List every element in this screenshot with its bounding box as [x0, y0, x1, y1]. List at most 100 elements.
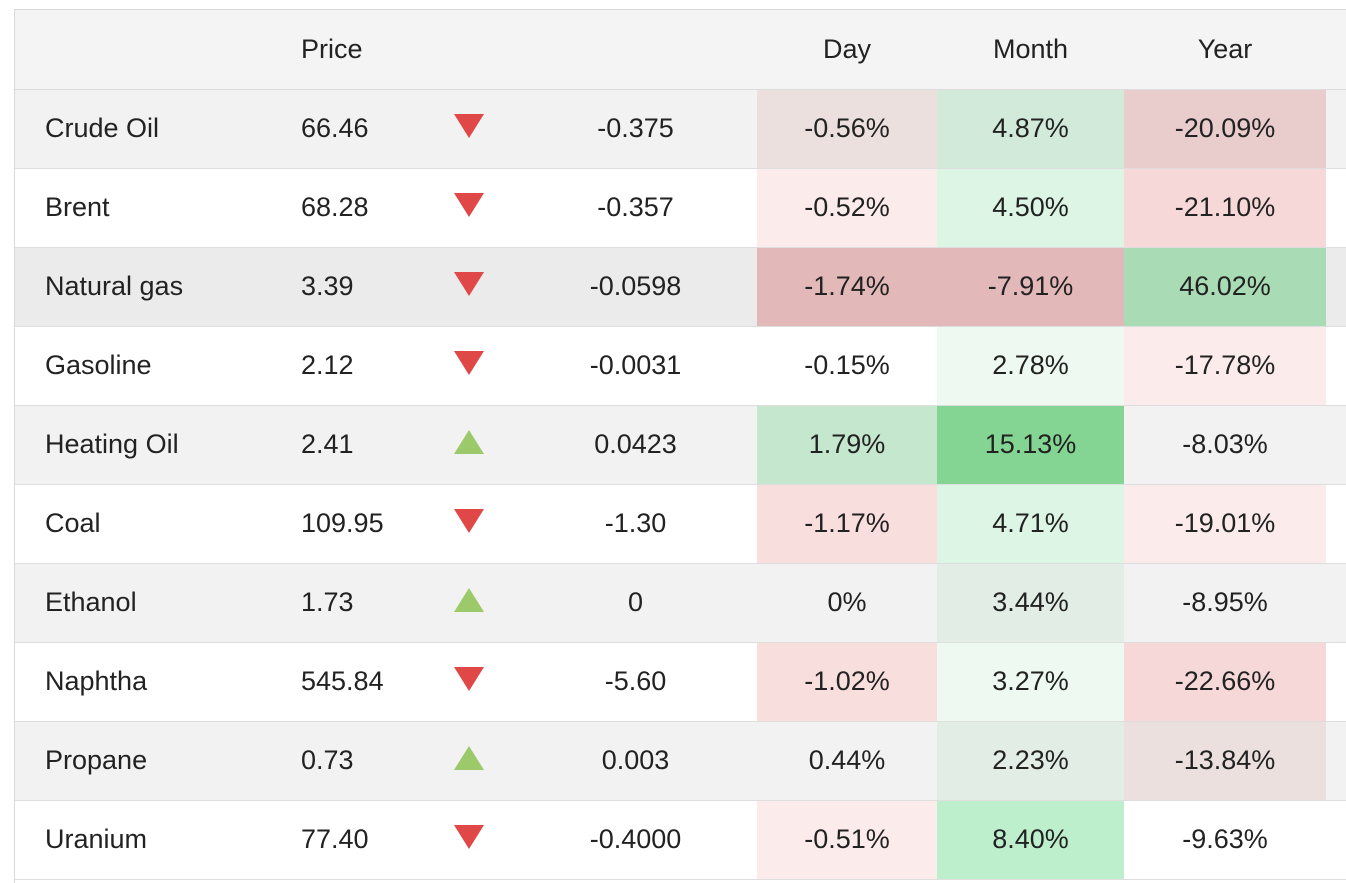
month-change-cell: 2.78%: [937, 326, 1124, 405]
change-cell: -0.0598: [589, 271, 682, 301]
header-change: [514, 10, 757, 90]
price-cell: 77.40: [301, 824, 369, 854]
row-spacer: [1326, 642, 1346, 721]
commodity-name-link[interactable]: Ethanol: [45, 587, 137, 617]
change-cell: 0: [627, 587, 644, 617]
day-change-cell: -0.56%: [757, 89, 937, 168]
triangle-down-icon: [454, 192, 484, 217]
table-header-row: Price Day Month Year: [15, 10, 1346, 90]
triangle-down-icon: [454, 824, 484, 849]
change-cell: 0.003: [601, 745, 670, 775]
year-change-cell: -22.66%: [1124, 642, 1326, 721]
year-change-cell: -13.84%: [1124, 721, 1326, 800]
triangle-down-icon: [454, 113, 484, 138]
day-change-cell: -1.02%: [757, 642, 937, 721]
commodity-name-link[interactable]: Propane: [45, 745, 148, 775]
day-change-cell: -1.74%: [757, 247, 937, 326]
table-row[interactable]: Natural gas 3.39 -0.0598 -1.74% -7.91% 46.02%: [15, 247, 1346, 326]
row-spacer: [1326, 721, 1346, 800]
month-change-cell: 4.50%: [937, 168, 1124, 247]
change-cell: -0.0031: [589, 350, 682, 380]
row-spacer: [1326, 168, 1346, 247]
direction-cell: [449, 405, 514, 484]
price-cell: 1.73: [301, 587, 354, 617]
month-change-cell: 15.13%: [937, 405, 1124, 484]
direction-cell: [449, 800, 514, 879]
table-row[interactable]: Naphtha 545.84 -5.60 -1.02% 3.27% -22.66%: [15, 642, 1346, 721]
year-change-cell: -19.01%: [1124, 484, 1326, 563]
price-cell: 0.73: [301, 745, 354, 775]
change-cell: -5.60: [604, 666, 667, 696]
day-change-cell: -0.15%: [804, 350, 890, 380]
day-change-cell: -1.17%: [757, 484, 937, 563]
table-row[interactable]: Uranium 77.40 -0.4000 -0.51% 8.40% -9.63%: [15, 800, 1346, 879]
day-change-cell: -0.52%: [757, 168, 937, 247]
header-day[interactable]: Day: [757, 10, 937, 90]
commodity-name-link[interactable]: Uranium: [45, 824, 148, 854]
price-cell: 109.95: [301, 508, 384, 538]
direction-cell: [449, 484, 514, 563]
commodity-name-link[interactable]: Gasoline: [45, 350, 152, 380]
header-spacer: [1326, 10, 1346, 90]
year-change-cell: 46.02%: [1124, 247, 1326, 326]
year-change-cell: -21.10%: [1124, 168, 1326, 247]
direction-cell: [449, 721, 514, 800]
table-row[interactable]: Ethanol 1.73 0 0% 3.44% -8.95%: [15, 563, 1346, 642]
year-change-cell: -8.03%: [1182, 429, 1268, 459]
commodity-name-link[interactable]: Natural gas: [45, 271, 184, 301]
row-spacer: [1326, 247, 1346, 326]
day-change-cell: -0.51%: [757, 800, 937, 879]
change-cell: -0.4000: [589, 824, 682, 854]
price-cell: 68.28: [301, 192, 369, 222]
table-row[interactable]: Brent 68.28 -0.357 -0.52% 4.50% -21.10%: [15, 168, 1346, 247]
header-price[interactable]: Price: [271, 10, 449, 90]
header-month[interactable]: Month: [937, 10, 1124, 90]
commodity-name-link[interactable]: Crude Oil: [45, 113, 160, 143]
triangle-up-icon: [454, 587, 484, 612]
change-cell: -0.375: [597, 113, 674, 143]
commodity-name-link[interactable]: Naphtha: [45, 666, 148, 696]
direction-cell: [449, 642, 514, 721]
commodity-name-link[interactable]: Heating Oil: [45, 429, 179, 459]
month-change-cell: 3.44%: [937, 563, 1124, 642]
month-change-cell: 4.87%: [937, 89, 1124, 168]
price-cell: 3.39: [301, 271, 354, 301]
commodity-name-link[interactable]: Coal: [45, 508, 101, 538]
price-cell: 66.46: [301, 113, 369, 143]
change-cell: 0.0423: [594, 429, 677, 459]
header-direction: [449, 10, 514, 90]
row-spacer: [1326, 563, 1346, 642]
day-change-cell: 1.79%: [757, 405, 937, 484]
price-cell: 545.84: [301, 666, 384, 696]
year-change-cell: -9.63%: [1182, 824, 1268, 854]
energy-prices-table-container: Price Day Month Year Crude Oil 66.46 -0.37…: [14, 9, 1346, 883]
direction-cell: [449, 563, 514, 642]
month-change-cell: 4.71%: [937, 484, 1124, 563]
triangle-down-icon: [454, 508, 484, 533]
price-cell: 2.41: [301, 429, 354, 459]
row-spacer: [1326, 800, 1346, 879]
row-spacer: [1326, 484, 1346, 563]
commodity-name-link[interactable]: Brent: [45, 192, 110, 222]
change-cell: -1.30: [604, 508, 667, 538]
energy-prices-table: Price Day Month Year Crude Oil 66.46 -0.37…: [15, 10, 1346, 880]
year-change-cell: -20.09%: [1124, 89, 1326, 168]
header-name: [15, 10, 271, 90]
day-change-cell: 0.44%: [808, 745, 886, 775]
direction-cell: [449, 168, 514, 247]
table-row[interactable]: Heating Oil 2.41 0.0423 1.79% 15.13% -8.03%: [15, 405, 1346, 484]
triangle-up-icon: [454, 429, 484, 454]
row-spacer: [1326, 89, 1346, 168]
header-year[interactable]: Year: [1124, 10, 1326, 90]
month-change-cell: 2.23%: [937, 721, 1124, 800]
triangle-down-icon: [454, 350, 484, 375]
table-row[interactable]: Propane 0.73 0.003 0.44% 2.23% -13.84%: [15, 721, 1346, 800]
day-change-cell: 0%: [827, 587, 867, 617]
table-row[interactable]: Gasoline 2.12 -0.0031 -0.15% 2.78% -17.78%: [15, 326, 1346, 405]
direction-cell: [449, 326, 514, 405]
month-change-cell: 8.40%: [937, 800, 1124, 879]
month-change-cell: -7.91%: [937, 247, 1124, 326]
table-row[interactable]: Crude Oil 66.46 -0.375 -0.56% 4.87% -20.09%: [15, 89, 1346, 168]
triangle-down-icon: [454, 271, 484, 296]
table-row[interactable]: Coal 109.95 -1.30 -1.17% 4.71% -19.01%: [15, 484, 1346, 563]
